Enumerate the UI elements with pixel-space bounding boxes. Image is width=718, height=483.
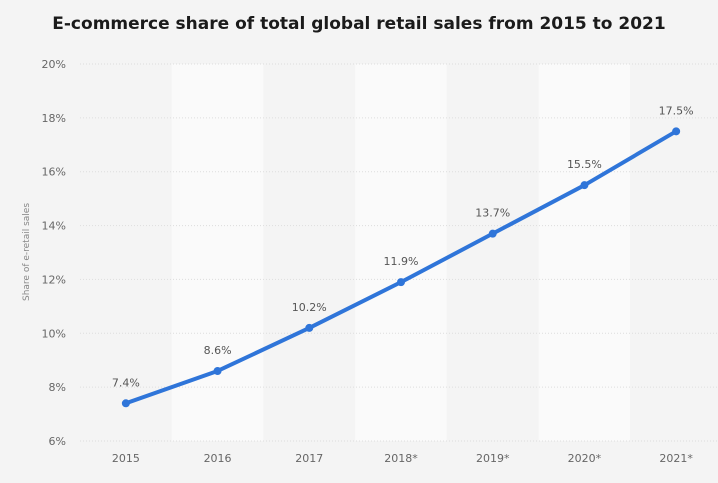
x-tick-label: 2020* bbox=[568, 452, 602, 465]
y-tick-label: 18% bbox=[42, 112, 66, 125]
column-band bbox=[446, 64, 539, 441]
y-tick-label: 20% bbox=[42, 58, 66, 71]
data-point bbox=[305, 323, 314, 332]
column-band bbox=[538, 64, 631, 441]
column-bands bbox=[80, 64, 718, 441]
column-band bbox=[630, 64, 718, 441]
data-point bbox=[121, 399, 130, 408]
data-point bbox=[488, 229, 497, 238]
data-label: 11.9% bbox=[384, 255, 419, 268]
x-tick-label: 2016 bbox=[204, 452, 232, 465]
data-point bbox=[213, 366, 222, 375]
data-label: 7.4% bbox=[112, 376, 140, 389]
y-tick-label: 12% bbox=[42, 273, 66, 286]
x-tick-label: 2021* bbox=[659, 452, 693, 465]
series-group bbox=[121, 127, 681, 408]
data-point bbox=[397, 278, 405, 287]
y-tick-label: 16% bbox=[42, 166, 66, 179]
x-tick-label: 2019* bbox=[476, 452, 510, 465]
data-label: 13.7% bbox=[475, 207, 510, 220]
y-axis-label: Share of e-retail sales bbox=[22, 203, 32, 301]
x-tick-label: 2015 bbox=[112, 452, 140, 465]
chart-title: E-commerce share of total global retail … bbox=[52, 14, 666, 34]
column-band bbox=[355, 64, 447, 441]
x-tick-label: 2018* bbox=[384, 452, 418, 465]
data-label: 10.2% bbox=[292, 301, 327, 314]
x-tick-label: 2017 bbox=[295, 452, 323, 465]
column-band bbox=[80, 64, 172, 441]
column-band bbox=[171, 64, 264, 441]
x-axis-ticks: 2015 2016 2017 2018* 2019* 2020* 2021* bbox=[112, 452, 694, 465]
y-tick-label: 8% bbox=[49, 381, 66, 394]
data-label: 17.5% bbox=[659, 104, 694, 117]
y-axis-ticks: 6% 8% 10% 12% 14% 16% 18% 20% bbox=[42, 58, 66, 448]
data-label: 15.5% bbox=[567, 158, 602, 171]
y-tick-label: 14% bbox=[42, 220, 66, 233]
data-label: 8.6% bbox=[204, 344, 232, 357]
data-point bbox=[580, 181, 589, 190]
column-band bbox=[263, 64, 356, 441]
y-tick-label: 10% bbox=[42, 327, 66, 340]
data-labels: 7.4% 8.6% 10.2% 11.9% 13.7% 15.5% 17.5% bbox=[112, 104, 694, 389]
y-tick-label: 6% bbox=[49, 435, 66, 448]
data-point bbox=[672, 127, 681, 136]
